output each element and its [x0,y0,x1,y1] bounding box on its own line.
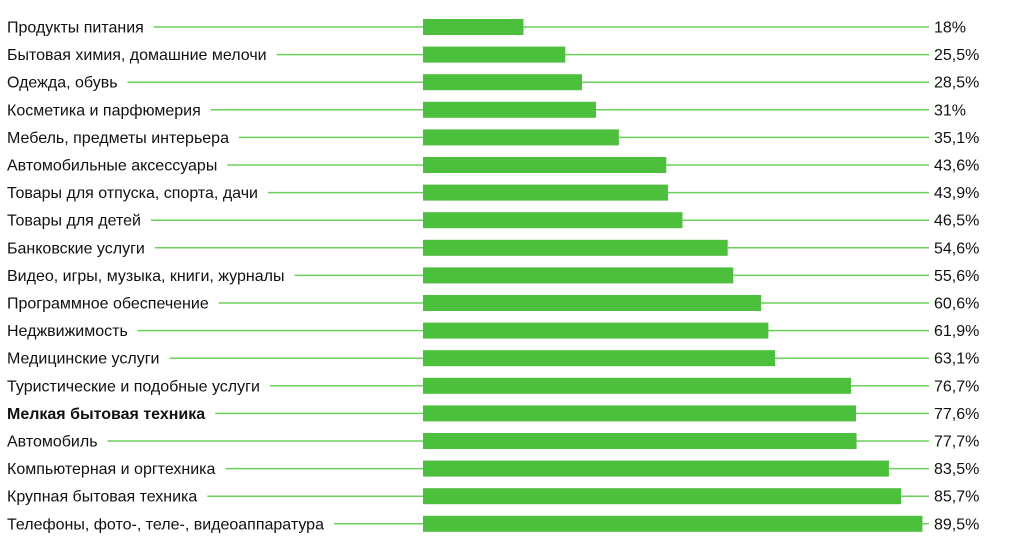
bar [423,239,728,256]
category-label: Бытовая химия, домашние мелочи [7,47,267,64]
bar [423,405,857,422]
bar [423,46,566,63]
category-label: Товары для детей [7,213,141,230]
category-label: Мелкая бытовая техника [7,406,205,423]
bar [423,350,776,367]
category-label: Автомобильные аксессуары [7,158,217,175]
value-label: 35,1% [934,130,979,147]
category-label: Автомобиль [7,434,98,451]
value-label: 76,7% [934,378,979,395]
value-label: 61,9% [934,323,979,340]
value-label: 77,6% [934,406,979,423]
bar [423,267,734,284]
category-label: Программное обеспечение [7,296,209,313]
bar [423,129,619,146]
value-label: 43,6% [934,158,979,175]
value-label: 60,6% [934,296,979,313]
bar [423,157,667,173]
category-label: Туристические и подобные услуги [7,378,260,395]
bar [423,184,668,201]
bar [423,377,851,394]
category-label: Телефоны, фото-, теле-, видеоаппаратура [7,516,324,533]
category-label: Крупная бытовая техника [7,489,197,506]
bar [423,295,762,311]
category-label: Косметика и парфюмерия [7,102,201,119]
bar [423,101,596,118]
bar [423,322,769,339]
value-label: 18% [934,20,966,37]
category-label: Товары для отпуска, спорта, дачи [7,185,258,202]
value-label: 85,7% [934,489,979,506]
bar [423,433,857,449]
category-label: Продукты питания [7,20,144,37]
category-label: Мебель, предметы интерьера [7,130,229,147]
value-label: 46,5% [934,213,979,230]
bar [423,460,889,477]
category-label: Неджвижимость [7,323,128,340]
category-label: Одежда, обувь [7,75,118,92]
value-label: 43,9% [934,185,979,202]
bar [423,212,683,229]
bar [423,515,923,532]
category-label: Компьютерная и оргтехника [7,461,215,478]
bar [423,19,524,35]
value-label: 63,1% [934,351,979,368]
value-label: 28,5% [934,75,979,92]
value-label: 54,6% [934,240,979,257]
value-label: 83,5% [934,461,979,478]
bar [423,74,583,91]
value-label: 77,7% [934,434,979,451]
category-label: Банковские услуги [7,240,145,257]
category-label: Видео, игры, музыка, книги, журналы [7,268,284,285]
value-label: 89,5% [934,516,979,533]
category-label: Медицинские услуги [7,351,159,368]
value-label: 25,5% [934,47,979,64]
value-label: 31% [934,102,966,119]
bar [423,488,902,505]
value-label: 55,6% [934,268,979,285]
